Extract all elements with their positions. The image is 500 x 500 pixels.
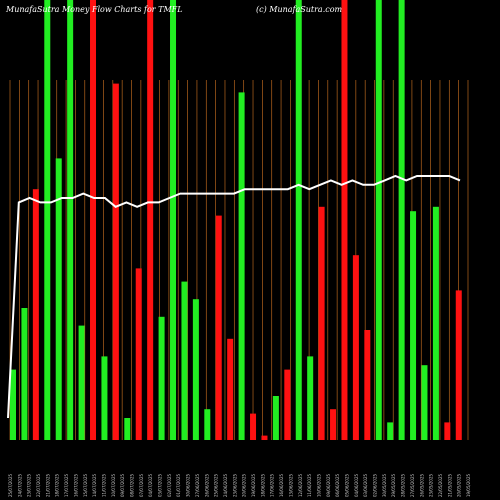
x-tick-label: 27/06/2025 <box>195 473 200 497</box>
x-tick-label: 02/07/2025 <box>167 473 172 497</box>
bar-4 <box>44 0 51 440</box>
x-tick-label: 26/05/2025 <box>419 473 424 497</box>
bar-36 <box>410 211 417 440</box>
x-tick-label: 09/06/2025 <box>326 473 331 497</box>
bar-25 <box>284 369 291 440</box>
x-tick-label: 10/06/2025 <box>316 473 321 497</box>
money-flow-line <box>7 174 461 419</box>
bar-6 <box>67 0 74 440</box>
x-tick-label: 23/05/2025 <box>429 473 434 497</box>
bar-1 <box>10 369 16 440</box>
x-tick-label: 20/06/2025 <box>242 473 247 497</box>
x-tick-label: 16/07/2025 <box>73 473 78 497</box>
x-tick-label: 23/06/2025 <box>232 473 237 497</box>
x-tick-label: 19/05/2025 <box>466 473 471 497</box>
x-tick-label: 17/06/2025 <box>270 473 275 497</box>
x-tick-label: 04/06/2025 <box>354 473 359 497</box>
chart-title: MunafaSutra Money Flow Charts for TMFL <box>5 5 183 14</box>
x-tick-label: 12/06/2025 <box>298 473 303 497</box>
x-tick-label: 03/06/2025 <box>363 473 368 497</box>
x-tick-label: 28/05/2025 <box>401 473 406 497</box>
bar-19 <box>215 215 222 440</box>
bar-10 <box>112 83 119 440</box>
bar-22 <box>250 413 257 440</box>
x-tick-label: 25/07/2025 <box>8 473 13 497</box>
x-tick-label: 04/07/2025 <box>148 473 153 497</box>
x-tick-label: 27/05/2025 <box>410 473 415 497</box>
bar-13 <box>147 0 154 440</box>
x-tick-label: 30/06/2025 <box>186 473 191 497</box>
bar-37 <box>421 365 428 440</box>
x-tick-label: 05/06/2025 <box>344 473 349 497</box>
x-tick-label: 22/07/2025 <box>36 473 41 497</box>
x-tick-label: 11/07/2025 <box>101 473 106 497</box>
bar-21 <box>238 92 245 441</box>
x-tick-label: 11/06/2025 <box>307 473 312 497</box>
x-tick-label: 29/05/2025 <box>391 473 396 497</box>
x-tick-label: 23/07/2025 <box>27 473 32 497</box>
x-tick-label: 21/07/2025 <box>45 473 50 497</box>
x-tick-label: 10/07/2025 <box>111 473 116 497</box>
bar-28 <box>318 206 325 440</box>
x-tick-label: 20/05/2025 <box>457 473 462 497</box>
x-tick-label: 01/07/2025 <box>176 473 181 497</box>
bar-34 <box>387 422 394 440</box>
bar-2 <box>21 308 28 440</box>
bar-7 <box>78 325 85 440</box>
x-tick-label: 22/05/2025 <box>438 473 443 497</box>
bar-30 <box>341 0 348 440</box>
x-tick-label: 13/06/2025 <box>288 473 293 497</box>
x-tick-label: 24/06/2025 <box>223 473 228 497</box>
x-tick-label: 18/07/2025 <box>55 473 60 497</box>
x-tick-label: 25/06/2025 <box>214 473 219 497</box>
bar-40 <box>455 290 462 440</box>
bar-38 <box>432 206 439 440</box>
bar-35 <box>398 0 405 440</box>
x-tick-label: 07/07/2025 <box>139 473 144 497</box>
bar-24 <box>272 396 279 440</box>
bar-32 <box>364 330 371 440</box>
x-tick-label: 30/05/2025 <box>382 473 387 497</box>
bars <box>10 0 462 441</box>
bar-27 <box>307 356 314 440</box>
x-tick-label: 21/05/2025 <box>447 473 452 497</box>
bar-23 <box>261 435 268 440</box>
x-tick-label: 18/06/2025 <box>260 473 265 497</box>
bar-39 <box>444 422 451 440</box>
bar-12 <box>135 268 142 440</box>
x-tick-label: 19/06/2025 <box>251 473 256 497</box>
bar-3 <box>32 189 39 440</box>
bar-14 <box>158 316 165 440</box>
watermark-text: (c) MunafaSutra.com <box>256 5 343 14</box>
bar-17 <box>192 299 199 440</box>
bar-31 <box>352 255 359 440</box>
x-tick-label: 26/06/2025 <box>204 473 209 497</box>
bar-29 <box>330 409 337 440</box>
x-tick-label: 17/07/2025 <box>64 473 69 497</box>
bar-26 <box>295 0 302 440</box>
bar-15 <box>170 0 177 440</box>
x-tick-label: 08/07/2025 <box>130 473 135 497</box>
bar-20 <box>227 338 234 440</box>
x-tick-label: 02/06/2025 <box>373 473 378 497</box>
x-tick-labels: 25/07/2025 24/07/2025 23/07/2025 22/07/2025… <box>8 473 471 497</box>
bar-33 <box>375 0 382 440</box>
bar-5 <box>55 158 62 440</box>
x-tick-label: 09/07/2025 <box>120 473 125 497</box>
bar-16 <box>181 281 188 440</box>
bar-11 <box>124 418 131 440</box>
bar-9 <box>101 356 108 440</box>
x-tick-label: 16/06/2025 <box>279 473 284 497</box>
x-tick-label: 14/07/2025 <box>92 473 97 497</box>
bar-8 <box>90 0 97 440</box>
x-tick-label: 15/07/2025 <box>83 473 88 497</box>
x-tick-label: 06/06/2025 <box>335 473 340 497</box>
x-tick-label: 03/07/2025 <box>158 473 163 497</box>
bar-18 <box>204 409 211 440</box>
x-tick-label: 24/07/2025 <box>17 473 22 497</box>
